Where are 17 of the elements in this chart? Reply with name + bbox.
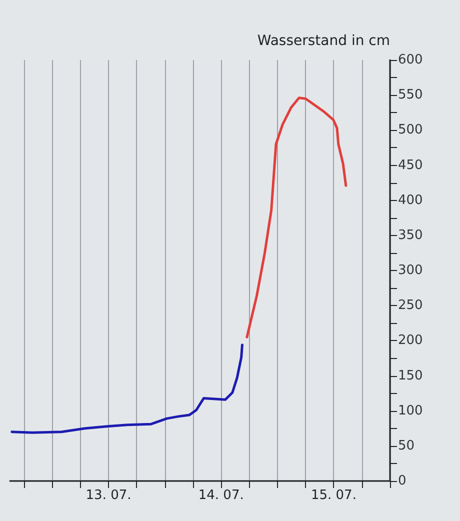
- y-axis-title: Wasserstand in cm: [257, 33, 390, 49]
- y-tick-label: 0: [398, 474, 406, 488]
- y-tick-label: 350: [398, 228, 423, 243]
- y-tick-label: 300: [398, 263, 423, 278]
- y-tick-label: 150: [398, 368, 423, 384]
- x-tick-label: 14. 07.: [198, 488, 244, 503]
- x-tick-label: 13. 07.: [86, 488, 132, 503]
- x-tick-label: 15. 07.: [310, 488, 356, 503]
- y-tick-label: 250: [398, 298, 423, 314]
- y-tick-label: 100: [398, 403, 423, 418]
- y-tick-label: 600: [398, 52, 423, 68]
- y-tick-label: 550: [398, 88, 423, 103]
- y-tick-label: 450: [398, 158, 423, 173]
- y-tick-label: 500: [398, 122, 423, 138]
- y-tick-label: 200: [398, 333, 423, 348]
- y-tick-label: 50: [398, 438, 415, 454]
- y-tick-label: 400: [398, 192, 423, 208]
